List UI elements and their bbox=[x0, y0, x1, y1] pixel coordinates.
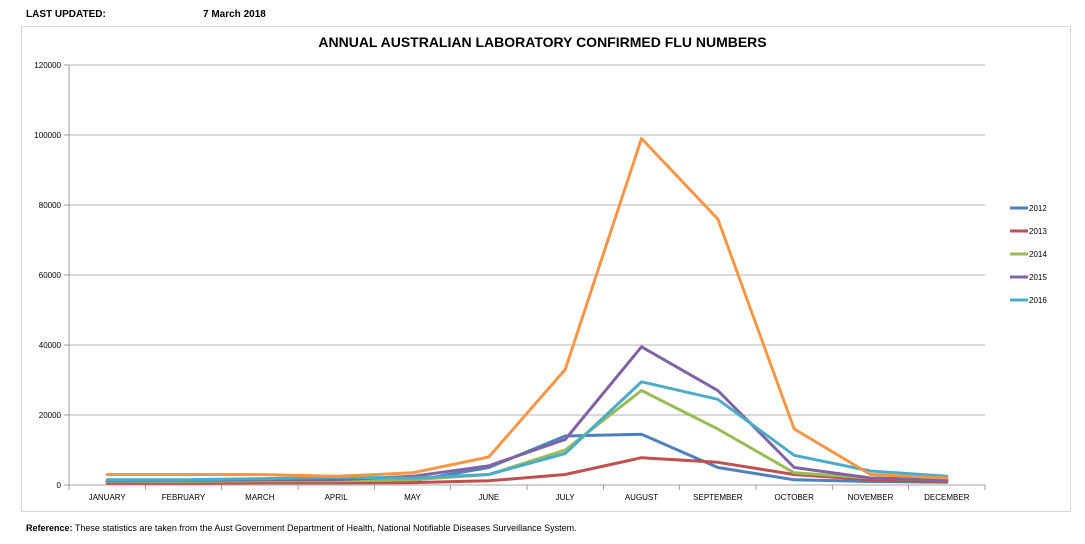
y-axis: 0 20000 40000 60000 80000 100000 120000 bbox=[34, 61, 70, 490]
reference-label: Reference: bbox=[26, 523, 73, 533]
y-tick-label: 0 bbox=[57, 481, 62, 490]
legend-label-2013: 2013 bbox=[1029, 227, 1047, 236]
legend-label-2012: 2012 bbox=[1029, 204, 1047, 213]
y-tick-label: 80000 bbox=[39, 201, 62, 210]
legend-label-2015: 2015 bbox=[1029, 273, 1047, 282]
series-lines bbox=[105, 137, 949, 485]
chart-title: ANNUAL AUSTRALIAN LABORATORY CONFIRMED F… bbox=[318, 34, 767, 50]
legend: 2012 2013 2014 2015 2016 bbox=[1010, 204, 1047, 305]
legend-label-2014: 2014 bbox=[1029, 250, 1047, 259]
x-tick-label: APRIL bbox=[325, 493, 349, 502]
x-tick-label: MARCH bbox=[245, 493, 275, 502]
series-line-unlabeled bbox=[105, 137, 949, 480]
series-line-2016 bbox=[105, 380, 949, 482]
legend-label-2016: 2016 bbox=[1029, 296, 1047, 305]
y-tick-label: 60000 bbox=[39, 271, 62, 280]
x-tick-label: FEBRUARY bbox=[162, 493, 206, 502]
x-tick-label: JANUARY bbox=[89, 493, 127, 502]
x-tick-label: AUGUST bbox=[625, 493, 658, 502]
reference-note: Reference: These statistics are taken fr… bbox=[26, 523, 577, 533]
y-tick-label: 20000 bbox=[39, 411, 62, 420]
x-tick-label: SEPTEMBER bbox=[693, 493, 743, 502]
last-updated-date: 7 March 2018 bbox=[203, 9, 266, 20]
x-axis: JANUARY FEBRUARY MARCH APRIL MAY JUNE JULY AUGU… bbox=[68, 485, 986, 502]
x-tick-label: DECEMBER bbox=[924, 493, 970, 502]
gridlines bbox=[69, 64, 985, 486]
series-line-2014 bbox=[105, 389, 949, 483]
y-tick-label: 40000 bbox=[39, 341, 62, 350]
y-tick-label: 120000 bbox=[34, 61, 61, 70]
x-tick-label: JUNE bbox=[478, 493, 499, 502]
last-updated-label: LAST UPDATED: bbox=[26, 9, 106, 20]
y-tick-label: 100000 bbox=[34, 131, 61, 140]
x-tick-label: OCTOBER bbox=[774, 493, 814, 502]
x-tick-label: NOVEMBER bbox=[848, 493, 894, 502]
x-tick-label: MAY bbox=[404, 493, 421, 502]
chart-area bbox=[21, 26, 1071, 512]
series-line-2013 bbox=[105, 456, 949, 485]
reference-text: These statistics are taken from the Aust… bbox=[72, 523, 577, 533]
x-tick-label: JULY bbox=[556, 493, 576, 502]
